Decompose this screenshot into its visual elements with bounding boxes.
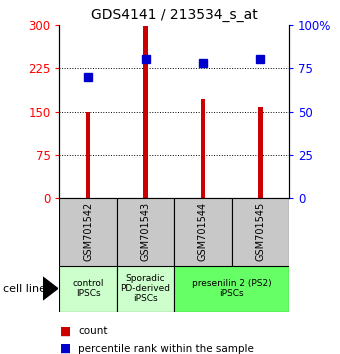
- Bar: [201, 99, 205, 198]
- Bar: [117, 198, 174, 266]
- Text: ■: ■: [59, 342, 71, 354]
- Text: cell line: cell line: [3, 284, 46, 293]
- Text: Sporadic
PD-derived
iPSCs: Sporadic PD-derived iPSCs: [121, 274, 171, 303]
- Bar: [174, 198, 232, 266]
- Bar: [86, 112, 90, 198]
- Title: GDS4141 / 213534_s_at: GDS4141 / 213534_s_at: [91, 8, 258, 22]
- Polygon shape: [42, 277, 58, 300]
- Bar: [143, 26, 148, 198]
- Text: GSM701543: GSM701543: [140, 202, 151, 262]
- Bar: [59, 198, 117, 266]
- Text: GSM701544: GSM701544: [198, 202, 208, 262]
- Bar: [174, 266, 289, 312]
- Text: GSM701542: GSM701542: [83, 202, 93, 262]
- Text: presenilin 2 (PS2)
iPSCs: presenilin 2 (PS2) iPSCs: [192, 279, 271, 298]
- Text: GSM701545: GSM701545: [255, 202, 265, 262]
- Text: count: count: [78, 326, 108, 336]
- Bar: [117, 266, 174, 312]
- Text: ■: ■: [59, 325, 71, 337]
- Bar: [59, 266, 117, 312]
- Text: percentile rank within the sample: percentile rank within the sample: [78, 344, 254, 354]
- Bar: [232, 198, 289, 266]
- Text: control
IPSCs: control IPSCs: [72, 279, 104, 298]
- Bar: [258, 107, 262, 198]
